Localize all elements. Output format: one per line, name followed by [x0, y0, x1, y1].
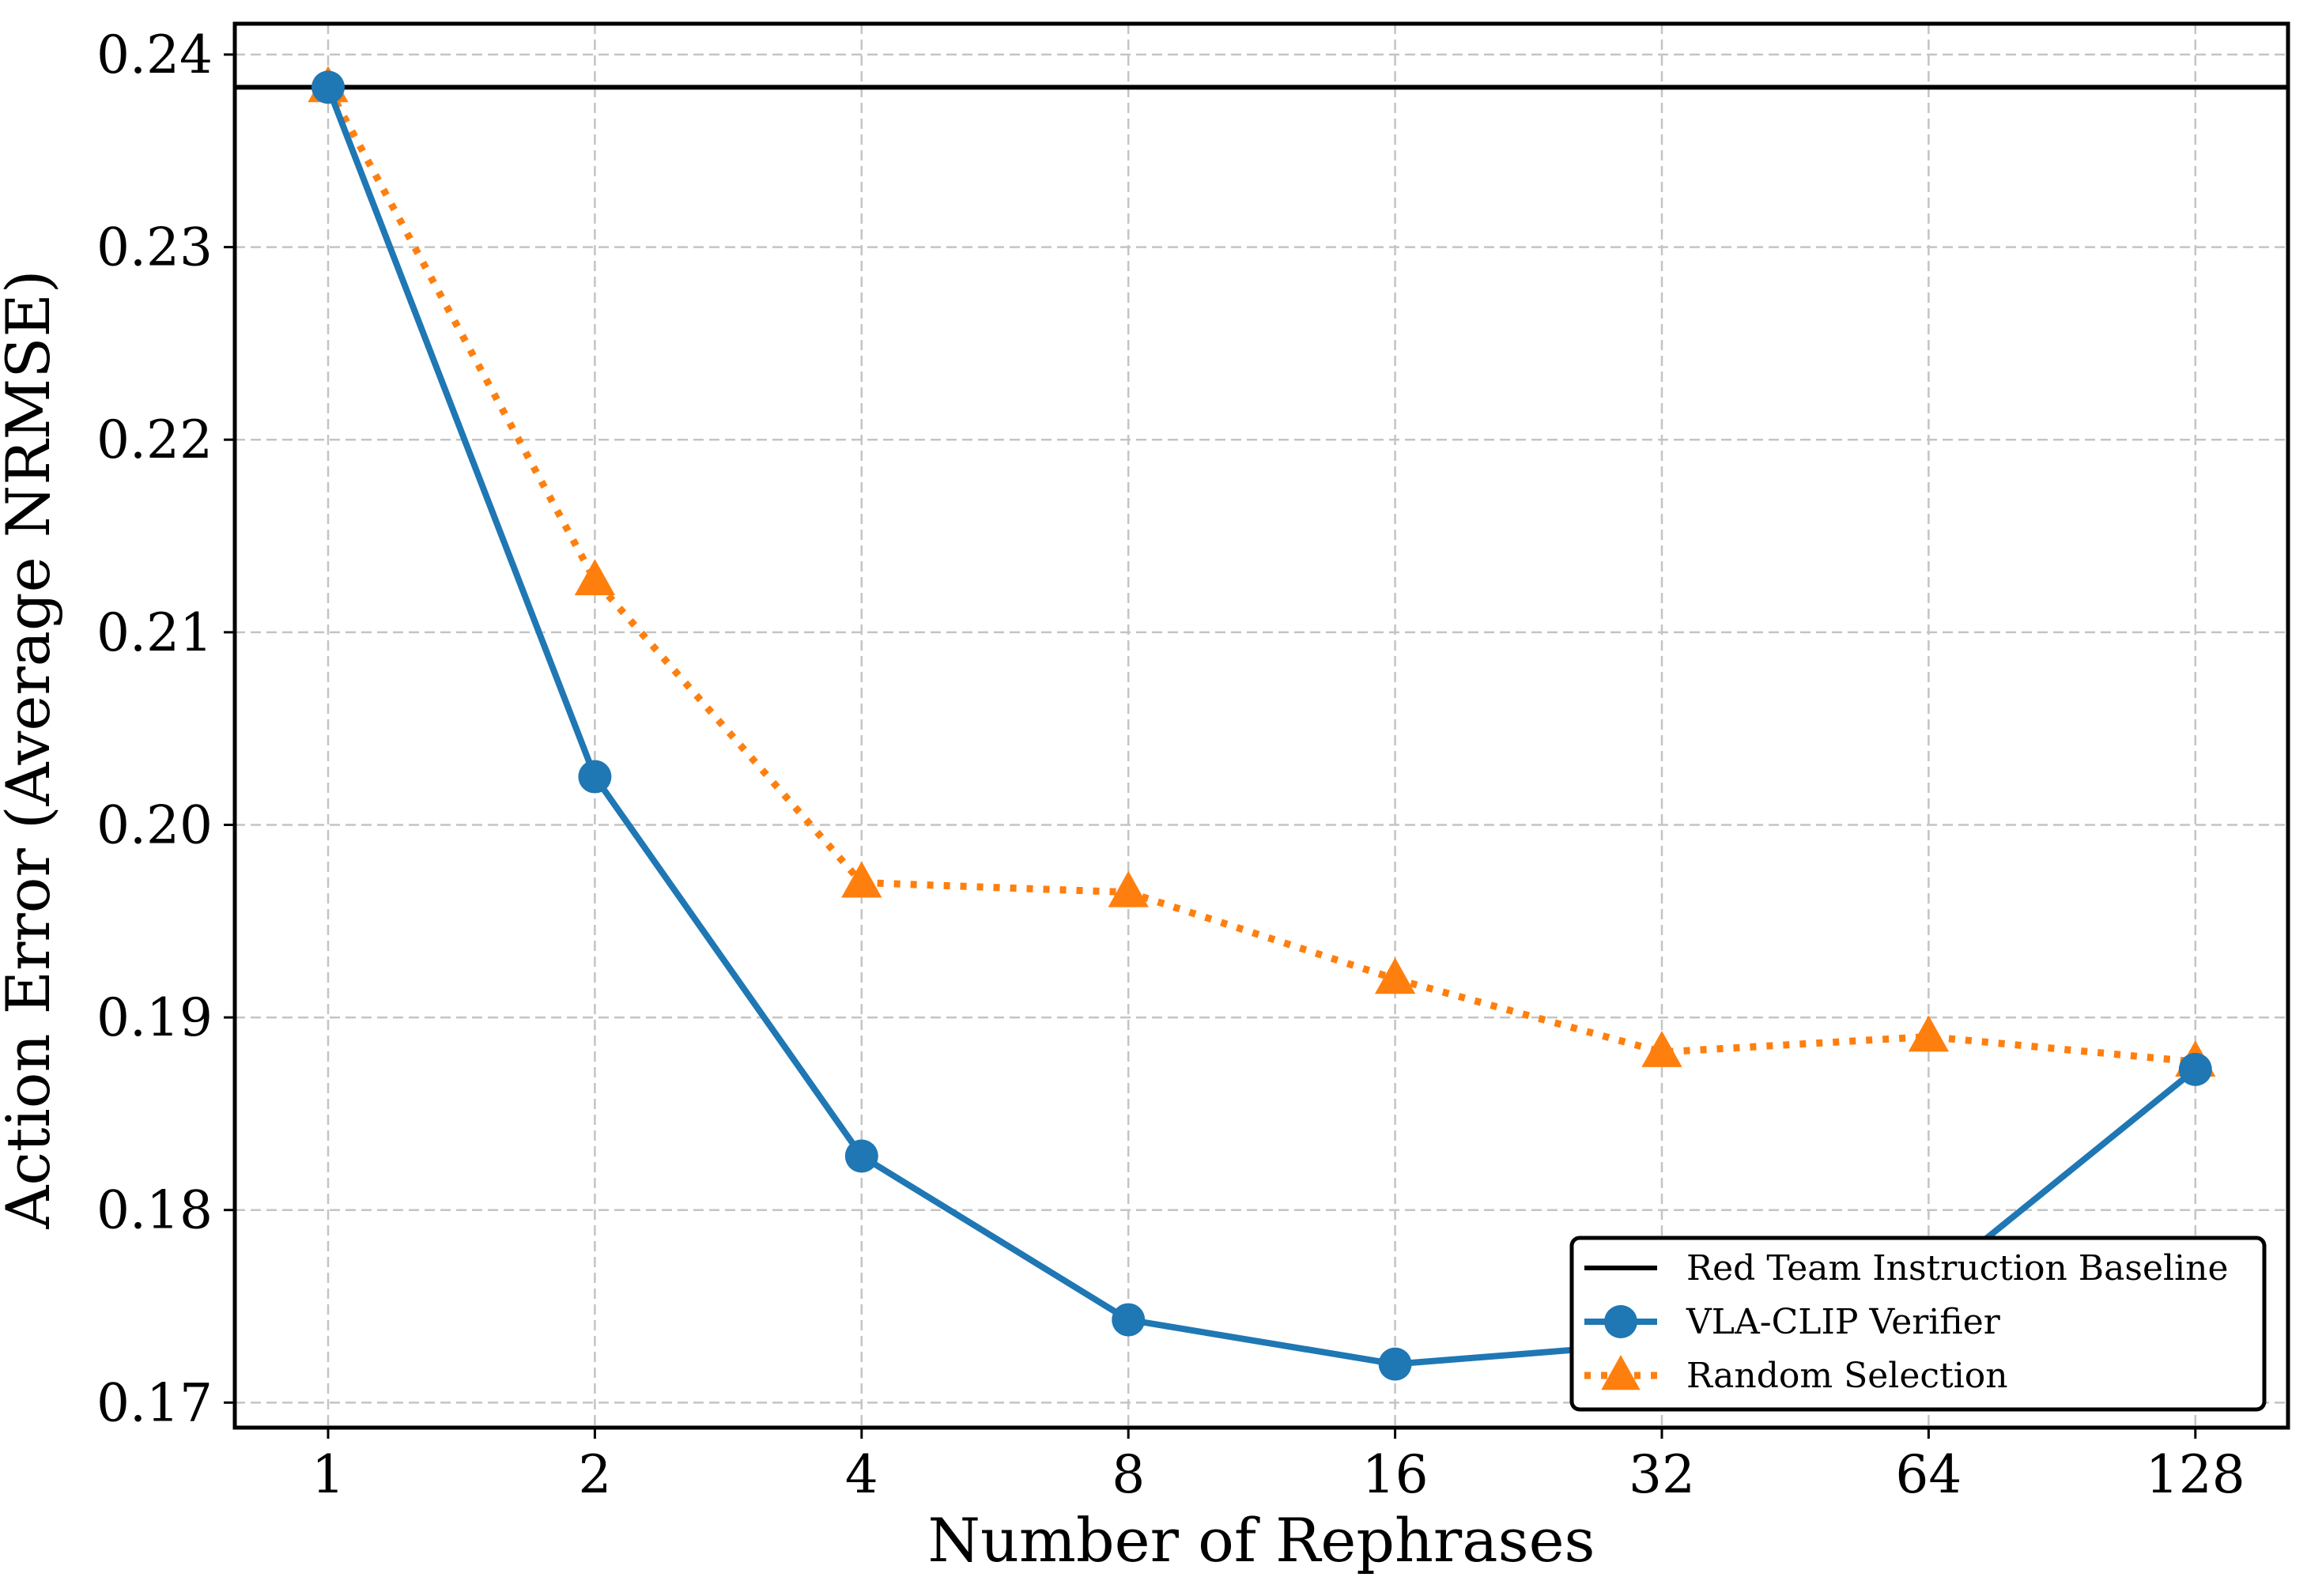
grid: [235, 24, 2288, 1428]
plot-area-frame: [232, 21, 2290, 1430]
y-tick-label: 0.24: [96, 25, 213, 85]
y-tick-label: 0.18: [96, 1180, 213, 1241]
legend-entry: VLA-CLIP Verifier: [1584, 1302, 2001, 1342]
legend-entry: Random Selection: [1584, 1355, 2008, 1396]
data-point: [312, 70, 345, 104]
data-point: [2178, 1052, 2212, 1086]
y-tick-label: 0.22: [96, 409, 213, 470]
x-tick-label: 2: [578, 1444, 611, 1505]
series-line: [325, 85, 2196, 1066]
legend: Red Team Instruction Baseline VLA-CLIP Ve…: [1569, 1236, 2267, 1412]
y-tick-label: 0.19: [96, 987, 213, 1048]
x-tick-label: 32: [1629, 1444, 1695, 1505]
x-tick-label: 128: [2146, 1444, 2245, 1505]
y-axis-title: Action Error (Average NRMSE): [0, 270, 63, 1229]
legend-label: Red Team Instruction Baseline: [1686, 1248, 2229, 1288]
data-point: [574, 559, 616, 595]
y-tick-label: 0.17: [96, 1372, 213, 1433]
legend-swatch-marker: [1601, 1355, 1641, 1390]
data-point: [578, 760, 612, 794]
axis-ticks: 0.17 0.18 0.19 0.20 0.21 0.22 0.23 0.24 1 2 4 8 16 32…: [96, 25, 2245, 1505]
data-point: [1108, 870, 1149, 907]
y-tick-label: 0.21: [96, 602, 213, 663]
x-axis-title: Number of Rephrases: [927, 1505, 1595, 1575]
x-tick-label: 4: [845, 1444, 878, 1505]
data-point: [1641, 1030, 1682, 1067]
legend-entry: Red Team Instruction Baseline: [1584, 1248, 2229, 1288]
data-point: [1112, 1303, 1146, 1337]
legend-box: [1569, 1236, 2267, 1412]
x-tick-label: 8: [1112, 1444, 1145, 1505]
x-tick-label: 1: [312, 1444, 345, 1505]
x-tick-label: 16: [1362, 1444, 1429, 1505]
legend-label: Random Selection: [1686, 1356, 2008, 1396]
legend-label: VLA-CLIP Verifier: [1686, 1302, 2001, 1342]
legend-swatch-marker: [1604, 1305, 1637, 1338]
data-point: [844, 1139, 878, 1173]
data-point: [1908, 1015, 1950, 1052]
data-point: [1374, 957, 1416, 994]
data-point: [1378, 1347, 1412, 1381]
x-tick-label: 64: [1895, 1444, 1962, 1505]
y-tick-label: 0.20: [96, 794, 213, 855]
y-tick-label: 0.23: [96, 217, 213, 278]
data-point: [841, 861, 882, 898]
